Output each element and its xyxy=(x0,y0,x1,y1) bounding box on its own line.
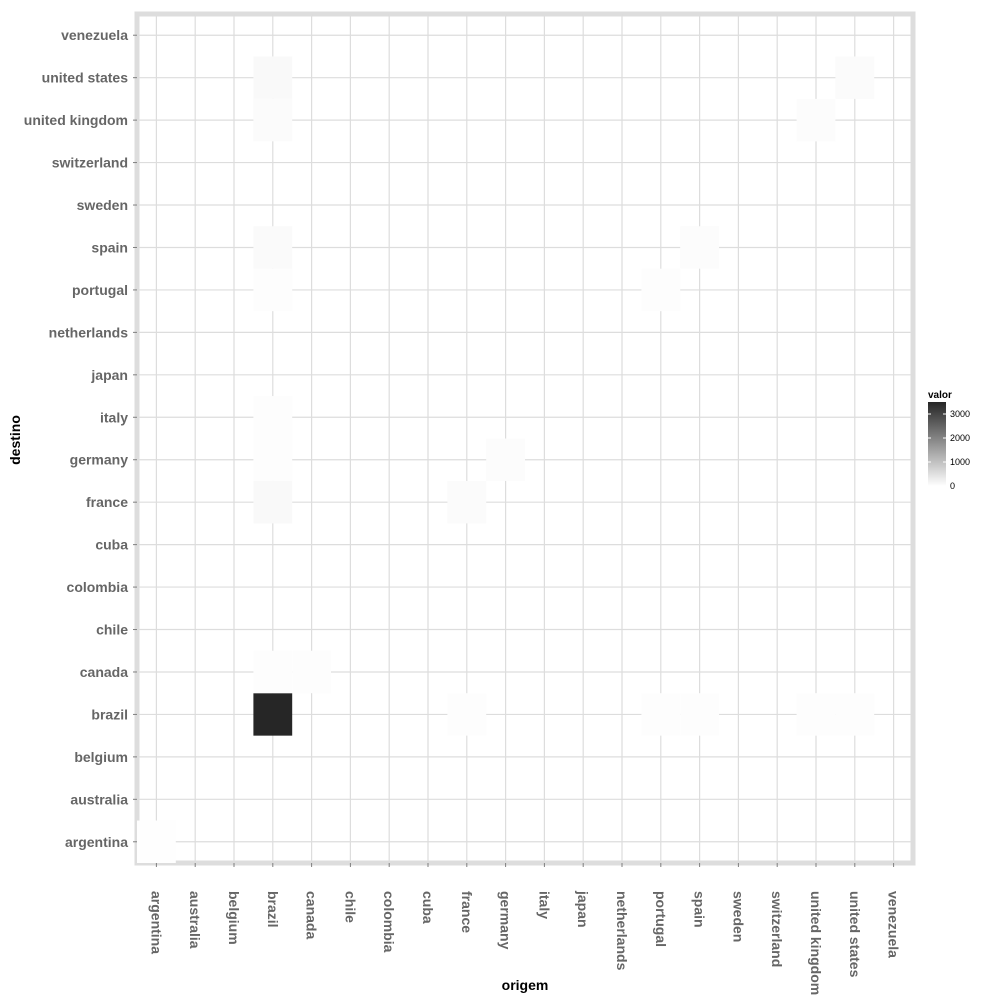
y-tick-label: australia xyxy=(70,791,128,807)
x-tick-label: italy xyxy=(536,891,552,919)
heatmap-cell xyxy=(137,820,176,863)
x-axis: argentina australia belgium brazil canada chi… xyxy=(148,863,902,995)
y-tick-label: colombia xyxy=(67,579,129,595)
x-tick-label: venezuela xyxy=(886,891,902,958)
y-tick-label: brazil xyxy=(91,706,128,722)
heatmap-cell xyxy=(835,693,875,736)
plot-panel xyxy=(134,11,916,866)
heatmap-cell xyxy=(253,438,293,481)
heatmap-cell xyxy=(641,693,681,736)
legend-tick-label: 0 xyxy=(950,481,955,491)
y-tick-label: belgium xyxy=(74,749,128,765)
x-tick-label: chile xyxy=(342,891,358,923)
heatmap-cell xyxy=(796,693,836,736)
heatmap-cell xyxy=(835,56,875,99)
y-axis-title: destino xyxy=(7,415,23,465)
heatmap-cell xyxy=(253,98,293,142)
heatmap-cell xyxy=(253,693,293,736)
y-tick-label: italy xyxy=(100,409,128,425)
heatmap-cell xyxy=(680,226,719,269)
y-tick-label: sweden xyxy=(77,197,128,213)
y-tick-label: argentina xyxy=(65,834,128,850)
heatmap-cell xyxy=(796,98,836,142)
x-tick-label: japan xyxy=(575,890,591,928)
heatmap-cell xyxy=(641,268,681,312)
heatmap-cell xyxy=(253,396,293,439)
x-tick-label: united states xyxy=(847,891,863,978)
heatmap-cell xyxy=(680,693,719,736)
y-tick-label: canada xyxy=(80,664,128,680)
y-tick-label: portugal xyxy=(72,282,128,298)
legend-title: valor xyxy=(928,390,952,401)
x-tick-label: switzerland xyxy=(769,891,785,967)
y-tick-label: switzerland xyxy=(52,155,128,171)
y-tick-label: chile xyxy=(96,622,128,638)
y-tick-label: japan xyxy=(90,367,128,383)
legend-tick-label: 1000 xyxy=(950,457,970,467)
heatmap-cell xyxy=(447,480,487,524)
x-tick-label: canada xyxy=(304,891,320,939)
heatmap-cell xyxy=(253,226,293,269)
y-tick-label: france xyxy=(86,494,128,510)
heatmap-cell xyxy=(447,693,487,736)
heatmap-cell xyxy=(292,650,331,694)
legend-colorbar xyxy=(928,402,946,486)
x-tick-label: france xyxy=(459,891,475,933)
heatmap-cell xyxy=(253,650,293,694)
x-tick-label: germany xyxy=(498,891,514,950)
x-tick-label: spain xyxy=(692,891,708,928)
heatmap-cell xyxy=(253,268,293,312)
y-tick-label: venezuela xyxy=(61,27,128,43)
y-tick-label: united states xyxy=(42,70,129,86)
legend-tick-label: 3000 xyxy=(950,409,970,419)
x-tick-label: sweden xyxy=(730,891,746,942)
x-tick-label: australia xyxy=(187,891,203,949)
legend-tick-label: 2000 xyxy=(950,433,970,443)
y-tick-label: united kingdom xyxy=(24,112,128,128)
heatmap-cell xyxy=(253,56,293,99)
x-tick-label: brazil xyxy=(265,891,281,928)
y-tick-label: spain xyxy=(91,239,128,255)
x-tick-label: belgium xyxy=(226,891,242,945)
x-tick-label: portugal xyxy=(653,891,669,947)
x-tick-label: netherlands xyxy=(614,891,630,971)
color-legend: valor 0 1000 2000 3000 xyxy=(928,390,970,491)
heatmap-cell xyxy=(253,480,293,524)
x-tick-label: argentina xyxy=(148,891,164,954)
y-tick-label: netherlands xyxy=(49,324,129,340)
y-tick-label: cuba xyxy=(95,537,128,553)
x-tick-label: colombia xyxy=(381,891,397,953)
x-tick-label: cuba xyxy=(420,891,436,924)
y-axis: argentina australia belgium brazil canada chi… xyxy=(24,27,137,850)
y-tick-label: germany xyxy=(70,452,129,468)
heatmap-cell xyxy=(486,438,525,481)
x-tick-label: united kingdom xyxy=(808,891,824,995)
x-axis-title: origem xyxy=(502,977,549,993)
